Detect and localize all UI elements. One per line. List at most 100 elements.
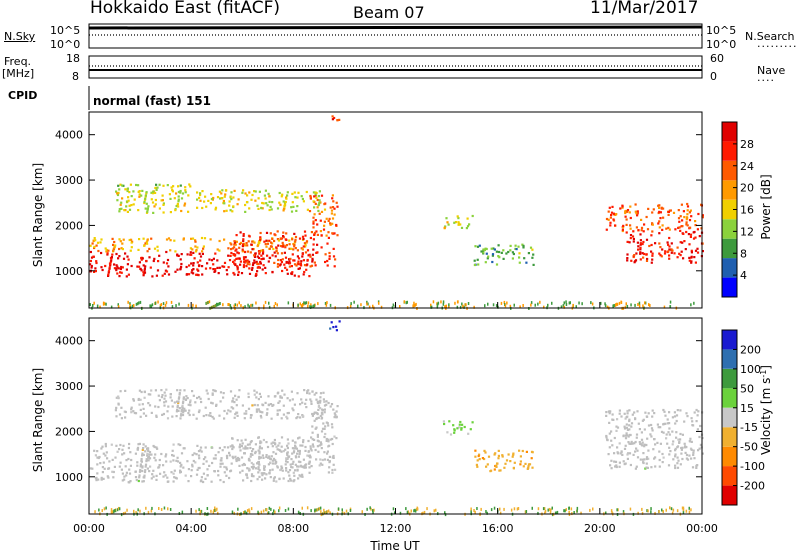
heatmap-cell (473, 305, 475, 309)
heatmap-cell (175, 205, 178, 208)
heatmap-cell (175, 410, 178, 413)
heatmap-cell (528, 463, 532, 466)
heatmap-cell (468, 223, 471, 226)
heatmap-cell (136, 448, 139, 451)
heatmap-cell (292, 460, 295, 463)
heatmap-cell (231, 247, 234, 250)
heatmap-cell (119, 267, 122, 271)
heatmap-cell (282, 235, 285, 238)
heatmap-cell (259, 231, 262, 235)
heatmap-cell (539, 300, 541, 304)
heatmap-cell (261, 472, 264, 475)
heatmap-cell (228, 303, 230, 307)
heatmap-cell (456, 215, 459, 218)
heatmap-cell (258, 250, 261, 253)
heatmap-cell (141, 452, 144, 455)
heatmap-cell (145, 241, 148, 244)
heatmap-cell (281, 241, 284, 244)
heatmap-cell (481, 457, 484, 460)
heatmap-cell (689, 440, 692, 443)
heatmap-cell (204, 195, 207, 198)
heatmap-cell (688, 219, 692, 222)
heatmap-cell (640, 438, 644, 441)
heatmap-cell (180, 452, 184, 455)
heatmap-cell (155, 474, 158, 477)
heatmap-cell (301, 248, 304, 251)
heatmap-cell (247, 240, 250, 243)
heatmap-cell (122, 238, 125, 241)
heatmap-cell (153, 456, 156, 459)
heatmap-cell (169, 197, 172, 200)
heatmap-cell (507, 250, 510, 254)
heatmap-cell (169, 508, 172, 511)
heatmap-cell (320, 234, 323, 237)
heatmap-cell (158, 254, 161, 257)
heatmap-cell (298, 267, 301, 270)
heatmap-cell (194, 401, 197, 404)
heatmap-cell (315, 196, 318, 199)
heatmap-cell (116, 192, 119, 195)
heatmap-cell (307, 304, 309, 308)
heatmap-cell (117, 191, 120, 194)
heatmap-cell (633, 411, 636, 414)
heatmap-cell (650, 435, 653, 438)
heatmap-cell (190, 271, 193, 274)
heatmap-cell (295, 209, 298, 212)
heatmap-cell (291, 253, 294, 256)
heatmap-cell (261, 478, 264, 481)
heatmap-cell (229, 470, 232, 473)
heatmap-cell (172, 480, 175, 483)
heatmap-cell (674, 464, 677, 467)
heatmap-cell (94, 477, 97, 480)
heatmap-cell (628, 419, 631, 423)
heatmap-cell (254, 452, 257, 455)
heatmap-cell (609, 224, 612, 227)
heatmap-cell (315, 391, 318, 395)
heatmap-cell (220, 192, 223, 195)
heatmap-cell (244, 244, 247, 247)
heatmap-cell (151, 192, 155, 195)
heatmap-cell (675, 431, 678, 434)
heatmap-cell (303, 389, 306, 392)
heatmap-cell (200, 509, 203, 513)
heatmap-cell (618, 465, 621, 468)
heatmap-cell (253, 241, 256, 244)
heatmap-cell (610, 211, 614, 214)
colorbar-band (722, 238, 737, 259)
heatmap-cell (272, 479, 275, 482)
heatmap-cell (273, 438, 276, 442)
heatmap-cell (121, 448, 124, 451)
heatmap-cell (233, 304, 235, 308)
ytick-label: 1000 (55, 471, 83, 484)
heatmap-cell (244, 447, 247, 450)
heatmap-cell (649, 304, 651, 307)
colorbar-band (722, 388, 737, 408)
heatmap-cell (667, 243, 670, 246)
heatmap-cell (163, 391, 166, 394)
heatmap-cell (549, 511, 552, 514)
heatmap-cell (668, 411, 671, 414)
heatmap-cell (668, 453, 671, 456)
heatmap-cell (443, 422, 446, 426)
heatmap-cell (298, 436, 301, 439)
heatmap-cell (265, 508, 268, 512)
heatmap-cell (236, 414, 239, 417)
heatmap-cell (171, 449, 174, 452)
heatmap-cell (644, 301, 647, 305)
heatmap-cell (476, 465, 479, 468)
heatmap-cell (296, 249, 299, 252)
heatmap-cell (115, 396, 118, 399)
heatmap-cell (660, 206, 663, 209)
heatmap-cell (310, 436, 313, 439)
heatmap-cell (312, 412, 316, 415)
heatmap-cell (314, 191, 317, 194)
heatmap-cell (251, 248, 254, 251)
heatmap-cell (120, 468, 123, 471)
heatmap-cell (291, 466, 294, 469)
heatmap-cell (308, 253, 311, 256)
heatmap-cell (252, 262, 255, 265)
heatmap-cell (638, 428, 641, 431)
heatmap-cell (202, 472, 205, 475)
heatmap-cell (188, 183, 191, 186)
heatmap-cell (653, 438, 656, 441)
